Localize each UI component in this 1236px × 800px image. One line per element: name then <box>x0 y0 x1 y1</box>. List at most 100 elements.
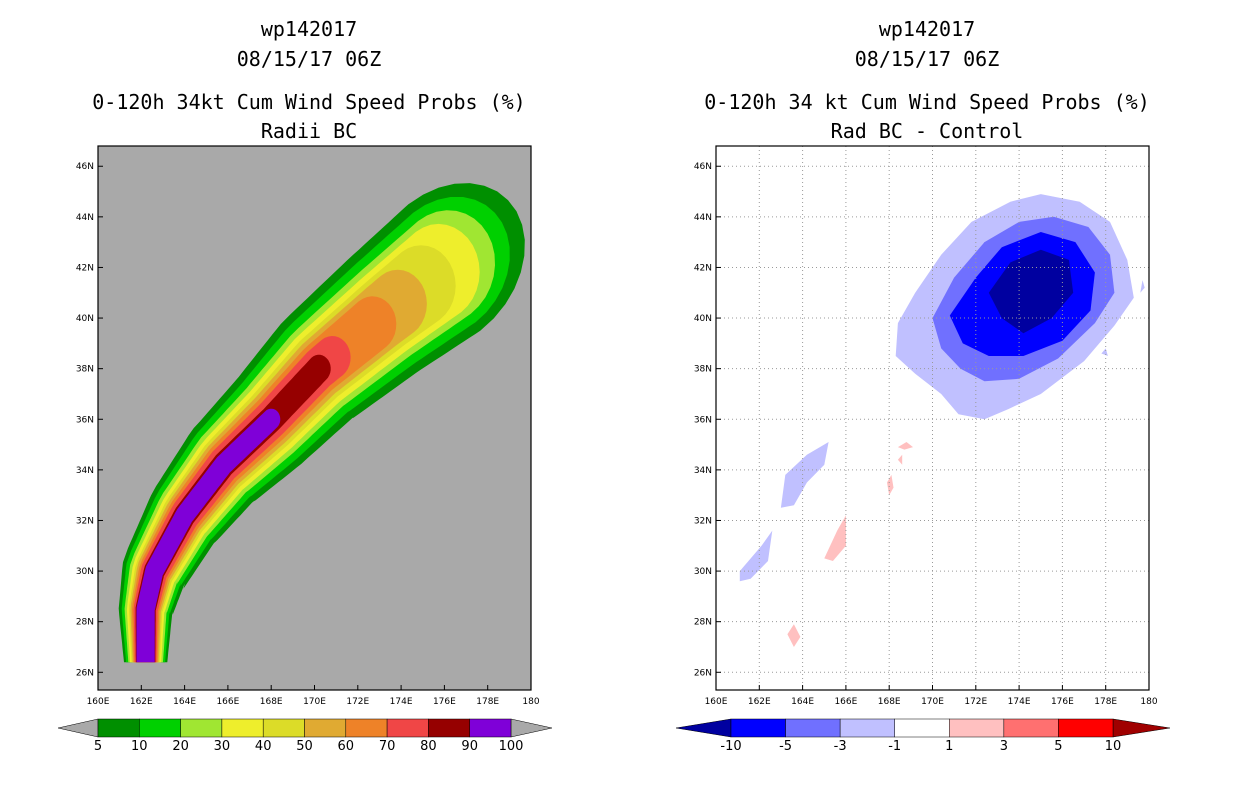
colorbar-label: -10 <box>720 739 741 754</box>
colorbar-swatch <box>428 718 470 738</box>
panel-rad-bc-control: wp142017 08/15/17 06Z 0-120h 34 kt Cum W… <box>618 0 1236 800</box>
x-tick-label: 176E <box>433 697 456 707</box>
y-tick-label: 26N <box>76 668 94 678</box>
probability-contour <box>135 354 331 663</box>
y-tick-label: 28N <box>694 618 712 628</box>
difference-contour <box>988 249 1074 334</box>
colorbar-low-arrow <box>57 718 99 738</box>
y-tick-label: 28N <box>76 618 94 628</box>
x-tick-label: 170E <box>303 697 326 707</box>
difference-contour <box>897 454 903 465</box>
storm-id: wp142017 <box>260 17 358 41</box>
y-tick-label: 34N <box>694 466 712 476</box>
colorbar-label: 80 <box>420 739 437 754</box>
x-tick-label: 172E <box>964 697 987 707</box>
colorbar-label: 5 <box>1054 739 1062 754</box>
colorbar-label: 10 <box>1105 739 1122 754</box>
x-tick-label: 168E <box>878 697 901 707</box>
x-tick-label: 180 <box>522 697 539 707</box>
x-tick-label: 178E <box>1094 697 1117 707</box>
colorbar-label: 1 <box>945 739 953 754</box>
difference-contour <box>787 624 801 647</box>
x-tick-label: 174E <box>1008 697 1031 707</box>
colorbar-swatch <box>139 718 181 738</box>
x-tick-label: 178E <box>476 697 499 707</box>
plot-frame <box>715 145 1150 691</box>
x-tick-label: 164E <box>173 697 196 707</box>
probability-map: 160E 162E 164E 166E 168E 170E 172E 174E 176E 178E… <box>57 145 553 754</box>
x-tick-label: 168E <box>260 697 283 707</box>
colorbar-swatch <box>1003 718 1059 738</box>
y-tick-label: 30N <box>76 567 94 577</box>
x-tick-label: 164E <box>791 697 814 707</box>
y-tick-label: 40N <box>76 314 94 324</box>
y-tick-label: 32N <box>694 516 712 526</box>
colorbar-label: 70 <box>379 739 396 754</box>
colorbar-low-arrow <box>675 718 732 738</box>
x-tick-label: 176E <box>1051 697 1074 707</box>
colorbar-swatch <box>785 718 841 738</box>
x-tick-label: 180 <box>1140 697 1157 707</box>
forecast-time: 08/15/17 06Z <box>854 47 1000 71</box>
chart-subtitle: Rad BC - Control <box>830 119 1024 143</box>
colorbar-label: 100 <box>499 739 524 754</box>
colorbar-label: 90 <box>461 739 478 754</box>
difference-contour <box>739 530 773 582</box>
chart-title: 0-120h 34 kt Cum Wind Speed Probs (%) <box>704 90 1150 114</box>
y-tick-label: 42N <box>694 263 712 273</box>
y-tick-label: 36N <box>694 415 712 425</box>
storm-id: wp142017 <box>878 17 976 41</box>
colorbar-swatch <box>949 718 1005 738</box>
x-tick-label: 166E <box>834 697 857 707</box>
y-tick-label: 34N <box>76 466 94 476</box>
y-tick-label: 38N <box>76 365 94 375</box>
chart-title: 0-120h 34kt Cum Wind Speed Probs (%) <box>92 90 526 114</box>
colorbar-swatch <box>262 718 305 738</box>
difference-contour <box>824 515 846 561</box>
colorbar-label: 10 <box>131 739 148 754</box>
colorbar-label: 40 <box>255 739 272 754</box>
y-tick-label: 26N <box>694 668 712 678</box>
forecast-time: 08/15/17 06Z <box>236 47 382 71</box>
colorbar-label: 30 <box>214 739 231 754</box>
probability-contour <box>132 296 397 663</box>
colorbar-label: 3 <box>1000 739 1008 754</box>
difference-contour <box>887 474 894 496</box>
x-tick-label: 162E <box>130 697 153 707</box>
colorbar-label: 50 <box>296 739 313 754</box>
plot-frame <box>97 145 532 691</box>
y-tick-label: 36N <box>76 415 94 425</box>
difference-contour <box>1101 348 1108 356</box>
colorbar-label: 20 <box>172 739 189 754</box>
colorbar-label: -5 <box>779 739 792 754</box>
y-tick-label: 38N <box>694 365 712 375</box>
difference-contour <box>897 442 913 450</box>
colorbar-swatch <box>1058 718 1114 738</box>
probability-contour <box>133 336 351 663</box>
probability-contour <box>136 408 281 663</box>
colorbar-swatch <box>97 718 140 738</box>
colorbar-label: -3 <box>834 739 847 754</box>
x-tick-label: 160E <box>87 697 110 707</box>
panel-radii-bc: wp142017 08/15/17 06Z 0-120h 34kt Cum Wi… <box>57 17 553 754</box>
x-tick-label: 162E <box>748 697 771 707</box>
x-tick-label: 170E <box>921 697 944 707</box>
colorbar-label: 60 <box>338 739 355 754</box>
colorbar-high-arrow <box>510 718 553 738</box>
colorbar-swatch <box>469 718 512 738</box>
y-tick-label: 30N <box>694 567 712 577</box>
colorbar-swatch <box>730 718 786 738</box>
y-tick-label: 44N <box>694 213 712 223</box>
x-tick-label: 166E <box>216 697 239 707</box>
y-tick-label: 40N <box>694 314 712 324</box>
colorbar-swatch <box>386 718 429 738</box>
colorbar-swatch <box>221 718 264 738</box>
x-tick-label: 172E <box>346 697 369 707</box>
colorbar-high-arrow <box>1112 718 1171 738</box>
colorbar-label: 5 <box>94 739 102 754</box>
difference-contour <box>1140 280 1145 293</box>
colorbar-swatch <box>839 718 895 738</box>
colorbar-swatch <box>894 718 950 738</box>
chart-subtitle: Radii BC <box>260 119 358 143</box>
x-tick-label: 174E <box>390 697 413 707</box>
